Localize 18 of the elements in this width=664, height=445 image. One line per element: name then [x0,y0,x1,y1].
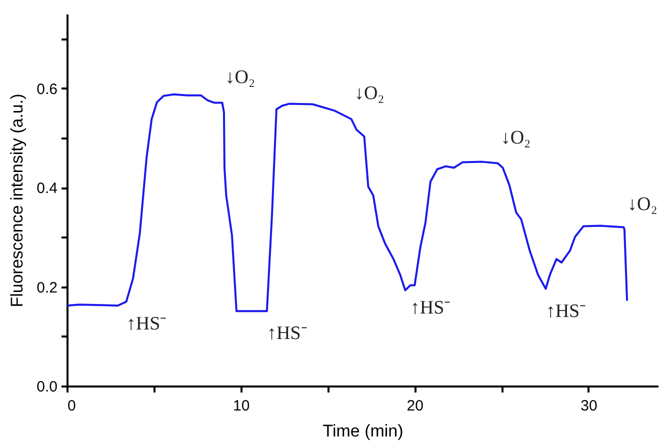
annotation: ↓O₂ [500,127,531,148]
x-tick-label: 10 [232,398,250,414]
x-axis-title: Time (min) [322,422,404,440]
annotation: ↑HS⁻ [546,300,586,322]
x-tick-label: 0 [68,398,76,414]
y-tick-label: 0.0 [36,378,58,396]
y-tick-label: 0.4 [36,180,58,198]
annotation: ↓O₂ [225,66,256,88]
annotation: ↑HS⁻ [267,323,307,344]
annotation: ↑HS⁻ [126,314,166,335]
y-tick-label: 0.2 [36,279,58,296]
annotation: ↑HS⁻ [410,297,450,318]
y-tick-label: 0.6 [36,80,58,98]
annotation: ↓O₂ [628,194,658,215]
x-tick-label: 20 [406,398,424,414]
annotation: ↓O₂ [354,83,384,104]
x-tick-label: 30 [580,398,598,414]
y-axis-title: Fluorescence intensity (a.u.) [8,94,27,308]
